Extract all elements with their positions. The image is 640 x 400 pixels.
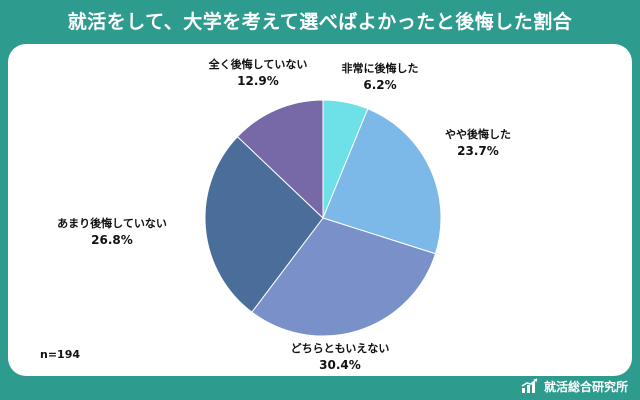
slice-value-label: 26.8%	[91, 233, 133, 247]
bar-chart-icon	[521, 378, 538, 393]
brand-logo: 就活総合研究所	[521, 376, 628, 396]
slice-label: 非常に後悔した	[342, 61, 419, 75]
chart-title: 就活をして、大学を考えて選べばよかったと後悔した割合	[67, 10, 573, 33]
pie-slice	[204, 135, 324, 313]
pie-slice	[236, 99, 324, 220]
slice-value-label: 30.4%	[319, 358, 361, 372]
slice-label: 全く後悔していない	[208, 57, 308, 71]
pie-slice	[322, 108, 442, 255]
slice-value-label: 6.2%	[363, 78, 396, 92]
sample-size-label: n=194	[40, 348, 81, 361]
slice-label: やや後悔した	[445, 127, 511, 141]
brand-name: 就活総合研究所	[543, 379, 628, 394]
slice-label: どちらともいえない	[291, 342, 390, 355]
slice-value-label: 12.9%	[237, 74, 279, 88]
pie-slice	[251, 217, 437, 337]
slice-label: あまり後悔していない	[57, 216, 167, 230]
slice-value-label: 23.7%	[457, 144, 499, 158]
